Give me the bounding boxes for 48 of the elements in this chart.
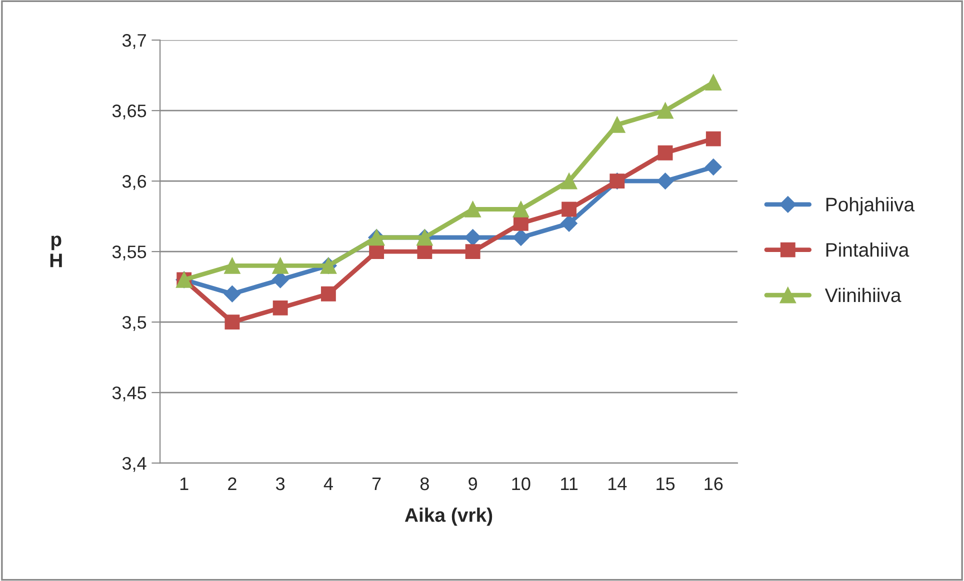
legend-label: Pohjahiiva	[826, 197, 915, 216]
x-tick-label: 10	[512, 477, 530, 490]
point	[465, 244, 480, 260]
x-tick-label: 9	[468, 477, 477, 490]
y-tick-label: 3,5	[122, 316, 146, 331]
point	[657, 102, 674, 119]
x-tick-label: 3	[276, 477, 285, 490]
point	[705, 158, 722, 176]
point	[512, 201, 530, 218]
point	[272, 258, 288, 274]
point	[513, 216, 528, 231]
y-tick-label: 3,7	[122, 34, 146, 49]
y-tick-label: 3,65	[112, 104, 146, 120]
point	[562, 202, 577, 217]
x-tick-label: 7	[372, 478, 381, 490]
point	[560, 215, 578, 232]
point	[560, 172, 578, 190]
point	[658, 145, 673, 160]
x-tick-label: 14	[608, 478, 627, 490]
y-tick-label: 3,55	[112, 246, 146, 260]
y-tick-label: 3,4	[122, 456, 146, 472]
point	[417, 244, 432, 260]
x-tick-label: 11	[561, 478, 578, 490]
x-tick-label: 4	[324, 478, 333, 490]
point	[656, 172, 674, 190]
x-axis-title: Aika (vrk)	[404, 508, 492, 526]
point	[609, 116, 626, 133]
point	[320, 286, 336, 302]
x-tick-label: 15	[656, 478, 675, 490]
x-tick-label: 1	[180, 478, 188, 490]
legend-label: Viinihiiva	[824, 288, 902, 302]
y-tick-label: 3,45	[112, 386, 146, 402]
point	[512, 229, 530, 246]
point	[224, 285, 241, 302]
y-tick-label: 3,6	[122, 175, 146, 190]
point	[224, 314, 240, 330]
point	[224, 258, 240, 274]
legend-label: Pintahiiva	[826, 242, 910, 257]
x-tick-label: 2	[228, 477, 236, 490]
x-tick-label: 8	[420, 477, 429, 490]
point	[464, 229, 482, 246]
point	[464, 201, 481, 218]
x-tick-label: 16	[704, 477, 723, 490]
point	[272, 300, 288, 316]
y-axis-title: p H	[50, 236, 62, 268]
point	[369, 244, 384, 260]
point	[705, 74, 722, 91]
point	[706, 131, 721, 146]
